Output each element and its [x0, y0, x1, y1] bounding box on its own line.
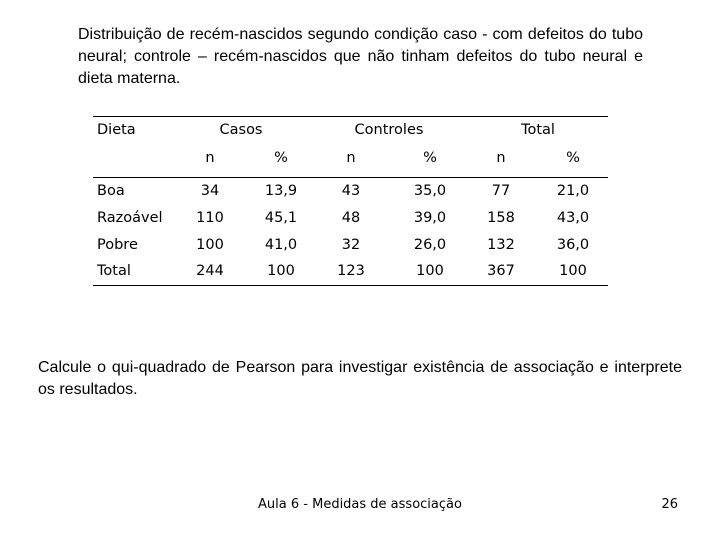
table-cell: 41,0	[264, 237, 298, 253]
page-number: 26	[661, 497, 678, 512]
table-cell: 39,0	[413, 210, 447, 226]
table-cell: 100	[196, 237, 224, 253]
sub-header: n	[205, 150, 215, 166]
sub-header: %	[423, 150, 437, 166]
table-cell: 100	[416, 263, 444, 279]
table-cell: 77	[491, 183, 511, 199]
table-cell: 43,0	[556, 210, 590, 226]
table-cell: 43	[341, 183, 361, 199]
row-label: Pobre	[97, 237, 138, 253]
table-cell: 13,9	[264, 183, 298, 199]
title: Distribuição de recém-nascidos segundo c…	[78, 26, 643, 87]
sub-header: %	[274, 150, 288, 166]
table-cell: 35,0	[413, 183, 447, 199]
row-label: Total	[97, 263, 131, 279]
table-rule	[93, 285, 608, 286]
question: Calcule o qui-quadrado de Pearson para i…	[38, 359, 682, 398]
table-cell: 367	[487, 263, 515, 279]
table-rule	[93, 116, 608, 117]
table-cell: 36,0	[556, 237, 590, 253]
row-label: Razoável	[97, 210, 163, 226]
row-label: Boa	[97, 183, 125, 199]
group-header: Dieta	[97, 122, 136, 138]
group-header: Total	[521, 122, 555, 138]
table-cell: 32	[341, 237, 361, 253]
table-cell: 21,0	[556, 183, 590, 199]
footer-text: Aula 6 - Medidas de associação	[258, 497, 462, 512]
table-cell: 132	[487, 237, 515, 253]
table-cell: 26,0	[413, 237, 447, 253]
table-cell: 48	[341, 210, 361, 226]
sub-header: n	[496, 150, 506, 166]
table-cell: 123	[337, 263, 365, 279]
table-cell: 45,1	[264, 210, 298, 226]
table-cell: 100	[559, 263, 587, 279]
sub-header: n	[346, 150, 356, 166]
table-cell: 110	[196, 210, 224, 226]
group-header: Controles	[354, 122, 424, 138]
table-cell: 244	[196, 263, 224, 279]
table-rule	[93, 177, 608, 178]
table-cell: 100	[267, 263, 295, 279]
table-cell: 158	[487, 210, 515, 226]
sub-header: %	[566, 150, 580, 166]
table-cell: 34	[200, 183, 220, 199]
group-header: Casos	[219, 122, 263, 138]
